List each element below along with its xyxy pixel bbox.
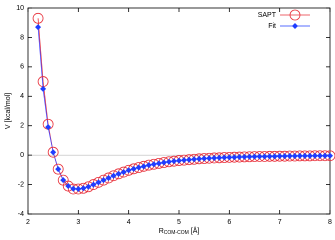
series-line: [37, 27, 330, 190]
marker-diamond: [271, 153, 278, 160]
x-tick-label: 7: [278, 219, 282, 226]
marker-diamond: [90, 181, 97, 188]
marker-diamond: [85, 183, 92, 190]
legend-label: Fit: [268, 23, 276, 30]
marker-diamond: [301, 152, 308, 159]
marker-diamond: [95, 179, 102, 186]
marker-diamond: [316, 152, 323, 159]
marker-diamond: [145, 162, 152, 169]
marker-diamond: [45, 124, 52, 131]
marker-diamond: [105, 174, 112, 181]
series-line: [37, 18, 330, 190]
marker-diamond: [266, 153, 273, 160]
x-tick-label: 2: [26, 219, 30, 226]
marker-diamond: [115, 170, 122, 177]
marker-diamond: [80, 185, 87, 192]
marker-diamond: [55, 166, 62, 173]
x-tick-label: 4: [127, 219, 131, 226]
marker-diamond: [165, 158, 172, 165]
marker-diamond: [261, 153, 268, 160]
legend-marker: [289, 9, 301, 21]
marker-diamond: [241, 153, 248, 160]
marker-diamond: [226, 154, 233, 161]
marker-diamond: [246, 153, 253, 160]
marker-circle: [52, 163, 64, 175]
plot-frame: [27, 7, 331, 215]
marker-diamond: [70, 185, 77, 192]
marker-diamond: [135, 164, 142, 171]
marker-diamond: [291, 153, 298, 160]
marker-diamond: [251, 153, 258, 160]
marker-diamond: [256, 153, 263, 160]
y-tick-label: -4: [18, 211, 24, 218]
marker-diamond: [296, 152, 303, 159]
y-axis-label: V [kcal/mol]: [5, 93, 12, 129]
marker-diamond: [160, 159, 167, 166]
marker-diamond: [60, 177, 67, 184]
marker-diamond: [276, 153, 283, 160]
marker-diamond: [155, 160, 162, 167]
y-tick-label: 6: [20, 64, 24, 71]
legend-marker: [292, 23, 298, 29]
marker-diamond: [311, 152, 318, 159]
marker-diamond: [221, 154, 228, 161]
x-label-unit: [Å]: [191, 226, 200, 235]
marker-diamond: [176, 157, 182, 164]
marker-diamond: [65, 183, 72, 190]
marker-diamond: [50, 149, 57, 156]
y-tick-label: 10: [16, 5, 24, 12]
x-tick-label: 3: [76, 219, 80, 226]
marker-diamond: [236, 154, 243, 161]
x-axis-label: RCOM-COM [Å]: [159, 226, 200, 236]
marker-diamond: [35, 24, 42, 31]
y-tick-label: 2: [20, 123, 24, 130]
marker-diamond: [216, 154, 223, 161]
marker-diamond: [286, 153, 293, 160]
marker-diamond: [306, 152, 313, 159]
marker-diamond: [130, 165, 137, 172]
marker-diamond: [281, 153, 288, 160]
x-tick-label: 5: [177, 219, 181, 226]
x-tick-label: 8: [328, 219, 332, 226]
marker-diamond: [140, 163, 147, 170]
marker-circle: [47, 146, 59, 158]
marker-diamond: [170, 158, 177, 165]
marker-diamond: [40, 85, 47, 92]
legend-label: SAPT: [258, 12, 277, 19]
marker-diamond: [231, 154, 238, 161]
marker-diamond: [75, 185, 82, 192]
marker-diamond: [206, 155, 213, 162]
marker-diamond: [150, 161, 157, 168]
x-tick-label: 6: [227, 219, 231, 226]
marker-diamond: [125, 167, 132, 174]
marker-diamond: [196, 155, 203, 162]
marker-diamond: [211, 154, 218, 161]
marker-diamond: [201, 155, 208, 162]
marker-diamond: [181, 157, 188, 164]
marker-circle: [32, 12, 44, 24]
x-label-subscript: COM-COM: [164, 230, 189, 236]
marker-diamond: [110, 172, 117, 179]
y-tick-label: 8: [20, 34, 24, 41]
marker-diamond: [120, 169, 127, 176]
y-tick-label: 4: [20, 93, 24, 100]
marker-diamond: [327, 152, 333, 159]
marker-diamond: [191, 156, 198, 163]
marker-diamond: [321, 152, 328, 159]
marker-diamond: [100, 177, 107, 184]
x-label-main: R: [159, 228, 164, 235]
y-tick-label: 0: [20, 152, 24, 159]
marker-diamond: [186, 156, 193, 163]
y-tick-label: -2: [18, 181, 24, 188]
